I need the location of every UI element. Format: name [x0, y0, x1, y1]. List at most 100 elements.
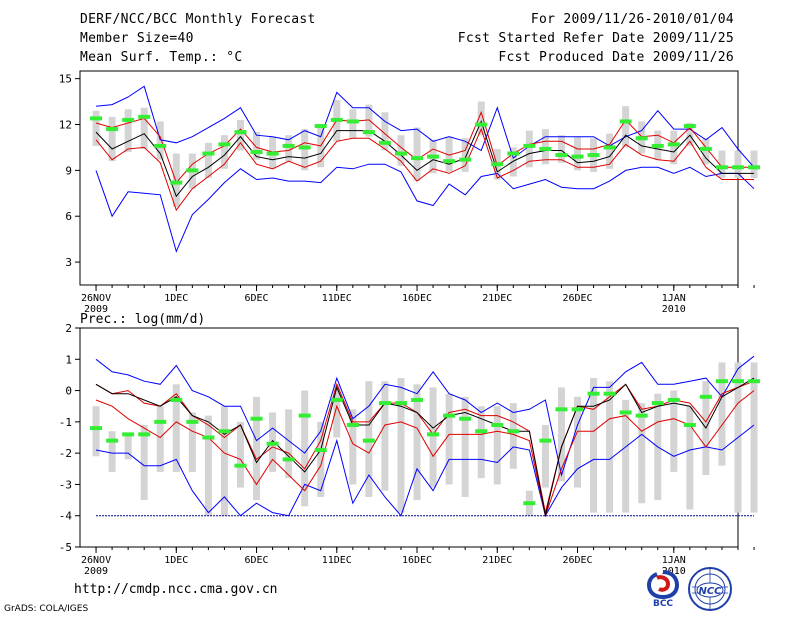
prec-obs-marker-16 [346, 422, 359, 427]
temp-spread-box-41 [750, 150, 758, 178]
temp-spread-box-3 [140, 107, 148, 149]
temp-spread-box-29 [557, 135, 565, 163]
prec-spread-box-25 [493, 406, 501, 485]
prec-obs-marker-8 [218, 429, 231, 434]
temp-y-tick-label: 12 [59, 119, 72, 132]
temp-obs-marker-10 [250, 150, 263, 155]
temp-spread-box-14 [317, 127, 325, 168]
prec-x-tick-label: 26NOV [81, 555, 111, 566]
prec-obs-marker-14 [314, 448, 327, 453]
temp-spread-box-22 [445, 136, 453, 172]
temp-spread-box-12 [285, 135, 293, 162]
member-size-label: Member Size=40 [80, 31, 194, 46]
temp-series-min [95, 163, 755, 253]
temp-x-year-label: 2009 [84, 304, 108, 315]
grads-credit: GrADS: COLA/IGES [4, 604, 89, 614]
prec-spread-box-7 [204, 415, 212, 516]
prec-spread-box-22 [445, 393, 453, 485]
temp-obs-marker-12 [282, 143, 295, 148]
ncc-logo-icon: NCC [688, 567, 732, 611]
prec-spread-box-37 [686, 406, 694, 510]
prec-obs-marker-36 [667, 397, 680, 402]
temp-spread-box-40 [734, 150, 742, 178]
prec-y-tick-label: -3 [59, 478, 72, 491]
temp-obs-marker-5 [170, 180, 183, 185]
prec-y-tick-label: -2 [59, 447, 72, 460]
temp-spread-box-8 [220, 135, 228, 169]
prec-obs-marker-34 [635, 413, 648, 418]
prec-obs-marker-40 [732, 379, 744, 384]
temp-spread-box-19 [397, 135, 405, 166]
prec-obs-marker-10 [250, 416, 263, 421]
temp-obs-marker-15 [330, 117, 343, 122]
temp-x-tick-label: 11DEC [322, 293, 352, 304]
prec-spread-box-16 [349, 409, 357, 485]
temp-spread-box-4 [156, 121, 164, 160]
prec-obs-marker-20 [411, 397, 424, 402]
temp-x-tick-label: 6DEC [244, 293, 268, 304]
prec-series-min [95, 424, 755, 518]
temp-spread-box-17 [365, 104, 373, 137]
prec-spread-box-18 [381, 381, 389, 491]
prec-x-tick-label: 16DEC [402, 555, 432, 566]
temp-obs-marker-13 [298, 145, 311, 150]
prec-spread-box-12 [285, 409, 293, 479]
prec-obs-marker-23 [459, 416, 472, 421]
prec-spread-box-21 [429, 387, 437, 488]
prec-x-tick-label: 1DEC [164, 555, 188, 566]
prec-spread-box-29 [557, 387, 565, 482]
prec-spread-box-4 [156, 406, 164, 472]
prec-y-tick-label: 0 [65, 385, 72, 398]
temp-series-max [95, 85, 755, 168]
prec-y-tick-label: 1 [65, 353, 72, 366]
temp-obs-marker-29 [555, 153, 568, 158]
temp-obs-marker-32 [603, 145, 616, 150]
prec-obs-marker-2 [122, 432, 135, 437]
temp-obs-marker-38 [699, 146, 712, 151]
temp-variable-label: Mean Surf. Temp.: °C [80, 50, 243, 65]
prec-spread-box-6 [188, 412, 196, 472]
prec-obs-marker-1 [106, 438, 119, 443]
prec-spread-box-20 [413, 384, 421, 501]
temp-obs-marker-0 [90, 116, 103, 121]
temp-obs-marker-3 [138, 114, 151, 119]
prec-obs-marker-3 [138, 432, 151, 437]
prec-spread-box-26 [509, 403, 517, 469]
prec-x-year-label: 2010 [662, 566, 686, 577]
temp-spread-box-38 [702, 138, 710, 165]
prec-spread-box-33 [622, 399, 630, 513]
prec-obs-marker-19 [394, 401, 407, 406]
prec-x-tick-label: 6DEC [244, 555, 268, 566]
temp-spread-box-2 [124, 109, 132, 153]
temp-obs-marker-25 [491, 162, 504, 167]
temp-spread-box-26 [509, 147, 517, 177]
prec-obs-marker-27 [523, 501, 536, 506]
temp-spread-box-27 [525, 130, 533, 168]
temp-y-tick-label: 15 [59, 73, 72, 86]
prec-spread-box-1 [108, 431, 116, 472]
temp-obs-marker-20 [411, 156, 424, 161]
prec-obs-marker-29 [555, 407, 568, 412]
temp-spread-box-24 [477, 101, 485, 136]
prec-x-tick-label: 1JAN [662, 555, 686, 566]
prec-obs-marker-33 [619, 410, 632, 415]
temp-obs-marker-14 [314, 124, 327, 129]
temp-series-mean [95, 119, 754, 198]
temp-spread-box-1 [108, 116, 116, 162]
temp-spread-box-36 [670, 130, 678, 165]
temp-obs-marker-40 [732, 165, 744, 170]
temp-spread-box-7 [204, 142, 212, 178]
temp-x-tick-label: 1JAN [662, 293, 686, 304]
prec-spread-box-2 [124, 434, 132, 460]
prec-x-year-label: 2009 [84, 566, 108, 577]
temp-y-tick-label: 3 [65, 256, 72, 269]
prec-obs-marker-35 [651, 401, 664, 406]
temp-obs-marker-34 [635, 136, 648, 141]
prec-spread-box-31 [590, 378, 598, 513]
prec-obs-marker-38 [699, 394, 712, 399]
bcc-logo-icon: BCC [646, 570, 680, 608]
forecast-period-label: For 2009/11/26-2010/01/04 [530, 12, 734, 27]
prec-spread-box-24 [477, 406, 485, 479]
prec-spread-box-3 [140, 424, 148, 501]
